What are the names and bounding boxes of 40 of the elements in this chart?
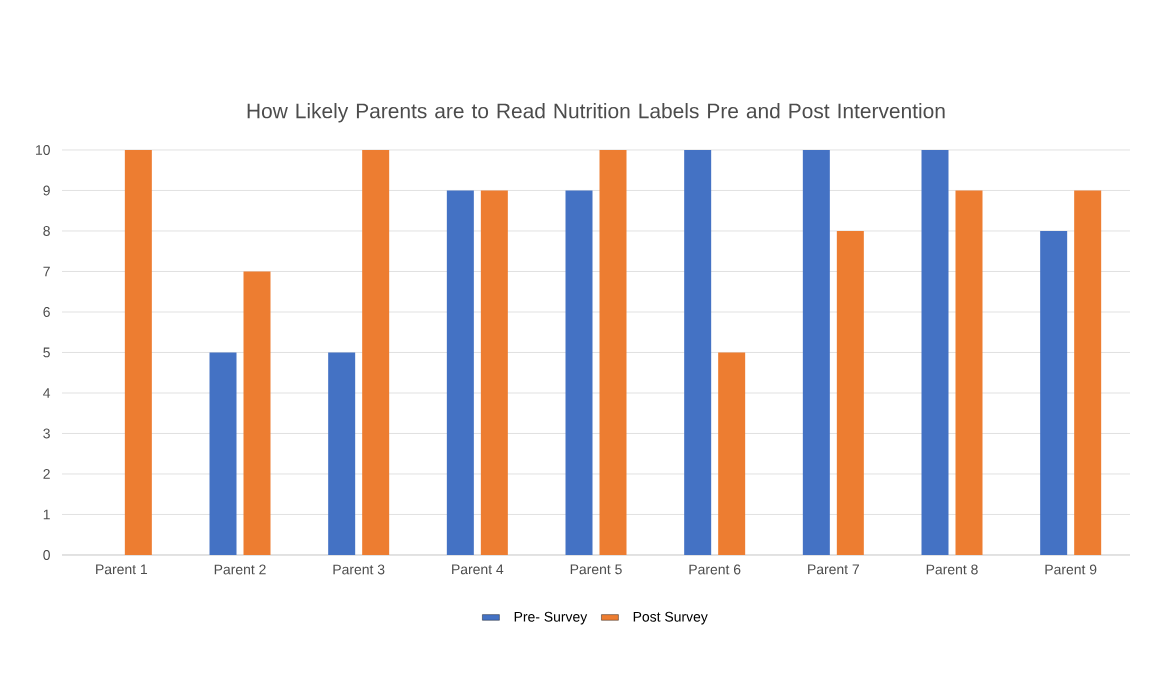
y-tick-label: 7: [43, 266, 50, 277]
bar: [480, 190, 508, 555]
x-tick-label: Parent 9: [1045, 564, 1097, 575]
y-tick-label: 10: [36, 145, 50, 155]
bar: [921, 149, 949, 555]
bar: [599, 149, 627, 555]
y-tick-label: 5: [43, 347, 50, 358]
x-tick-label: Parent 7: [808, 564, 859, 575]
y-tick-label: 1: [43, 509, 50, 520]
y-tick-label: 6: [43, 307, 50, 317]
x-tick-label: Parent 4: [452, 564, 504, 575]
bar: [684, 149, 712, 555]
y-tick-label: 9: [43, 185, 50, 196]
bar: [955, 190, 983, 555]
bar: [836, 230, 864, 555]
bar: [446, 190, 474, 555]
x-tick-label: Parent 3: [333, 564, 385, 575]
bar: [802, 149, 830, 555]
y-tick-label: 0: [43, 550, 50, 560]
bar: [243, 271, 271, 555]
bar: [1040, 230, 1068, 555]
chart-title: How Likely Parents are to Read Nutrition Labels Pre and Post Intervention: [247, 102, 945, 123]
legend-label: Pre- Survey: [514, 611, 588, 625]
y-tick-label: 8: [43, 226, 50, 236]
y-tick-label: 3: [43, 428, 50, 439]
x-tick-label: Parent 5: [570, 564, 622, 575]
bar: [1074, 190, 1102, 555]
bar: [362, 149, 390, 555]
x-tick-label: Parent 1: [96, 564, 148, 575]
legend-label: Post Survey: [633, 611, 708, 625]
bar: [328, 352, 356, 555]
bar: [124, 149, 152, 555]
x-tick-label: Parent 2: [214, 564, 266, 575]
bar: [718, 352, 746, 555]
bar: [565, 190, 593, 555]
y-tick-label: 2: [43, 469, 50, 479]
bar: [209, 352, 237, 555]
x-tick-label: Parent 8: [926, 564, 978, 575]
y-tick-label: 4: [43, 388, 51, 398]
x-tick-label: Parent 6: [689, 564, 741, 575]
